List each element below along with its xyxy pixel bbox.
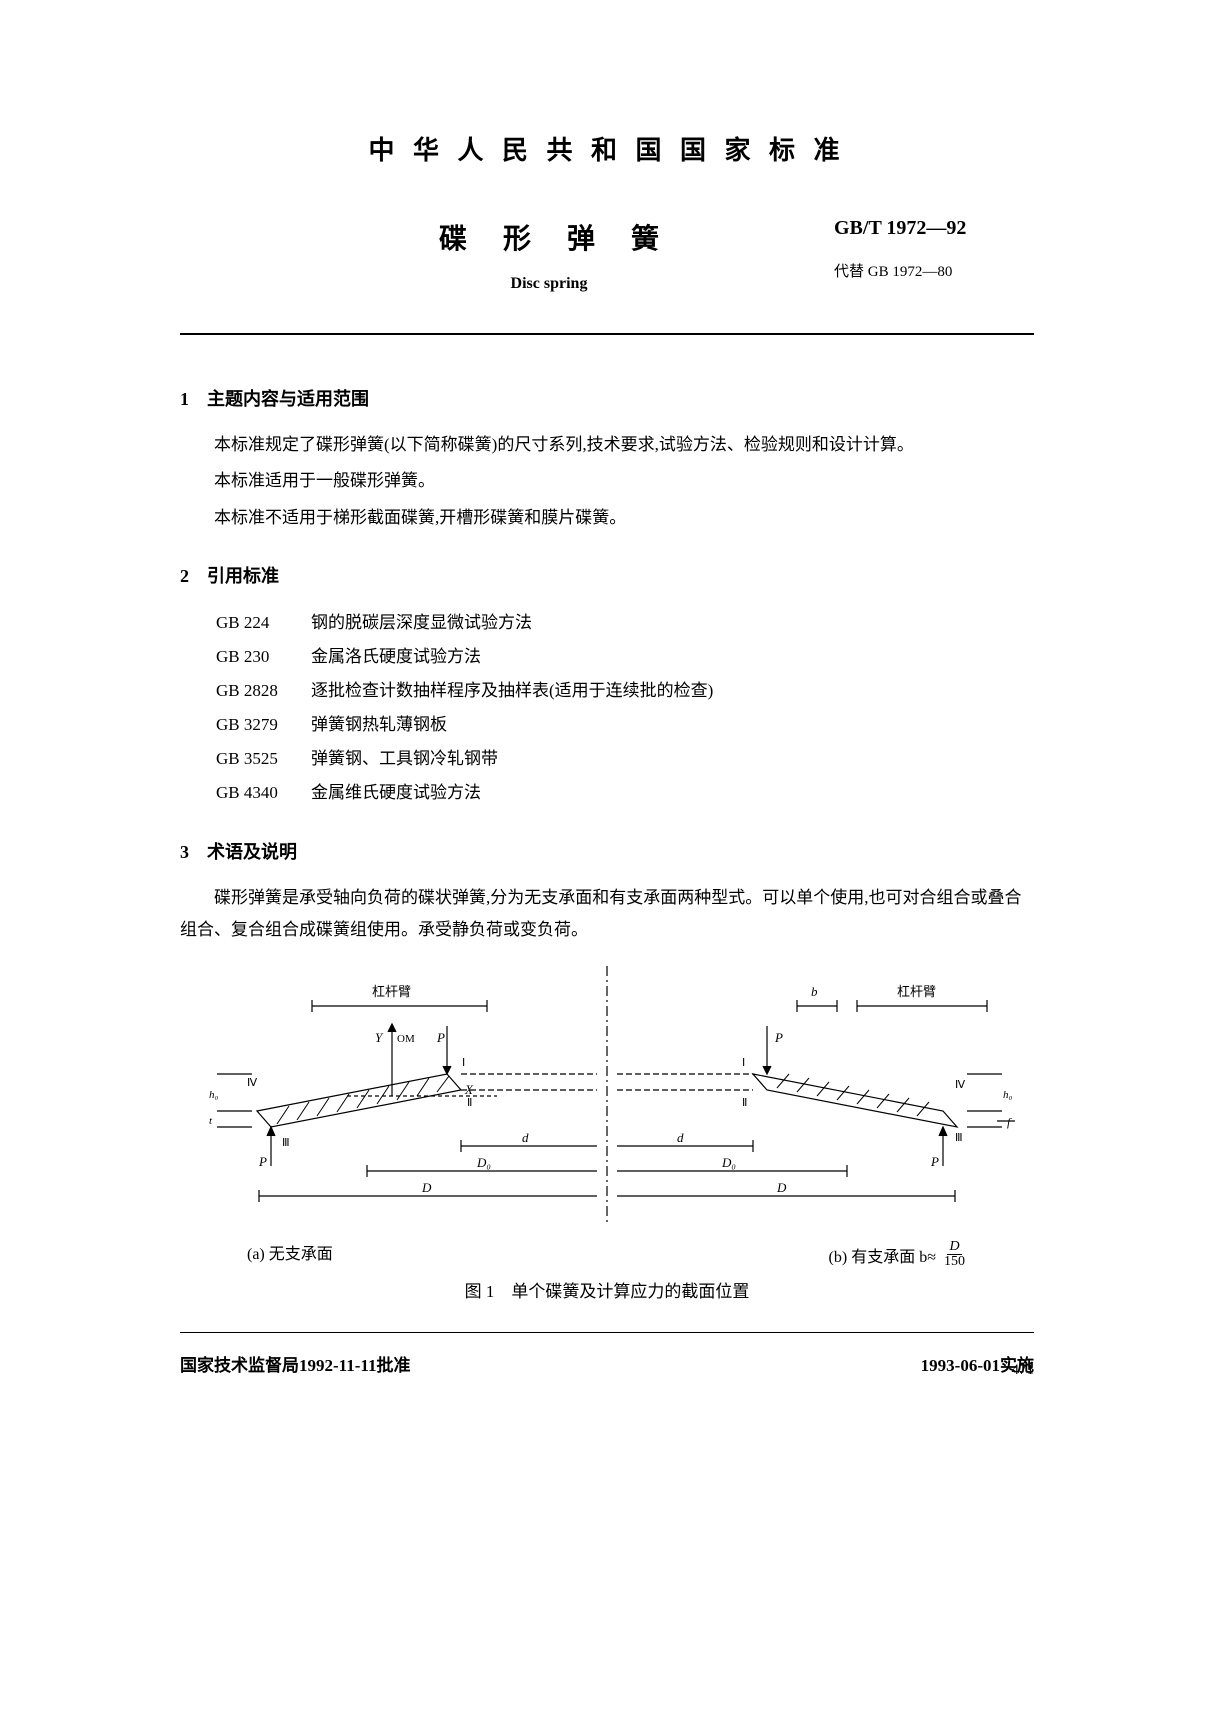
svg-text:Ⅲ: Ⅲ xyxy=(282,1137,290,1149)
figure-caption-row: (a) 无支承面 (b) 有支承面 b≈ D 150 xyxy=(247,1240,967,1269)
title-block: 碟形弹簧 Disc spring xyxy=(180,217,834,293)
standard-code: GB/T 1972—92 xyxy=(834,217,1034,240)
replaces-code: 代替 GB 1972—80 xyxy=(834,260,1034,281)
svg-text:D: D xyxy=(776,1180,787,1195)
approval-footer: 国家技术监督局1992-11-11批准 1993-06-01实施 xyxy=(180,1351,1034,1376)
section-2-heading: 2 引用标准 xyxy=(180,562,1034,588)
ref-row: GB 2828逐批检查计数抽样程序及抽样表(适用于连续批的检查) xyxy=(216,674,1034,708)
svg-text:h₀: h₀ xyxy=(209,1089,219,1101)
lever-arm-label: 杠杆臂 xyxy=(372,984,411,999)
fraction: D 150 xyxy=(942,1240,967,1269)
document-page: 中 华 人 民 共 和 国 国 家 标 准 碟形弹簧 Disc spring G… xyxy=(0,0,1214,1719)
ref-title: 弹簧钢、工具钢冷轧钢带 xyxy=(311,742,1034,776)
ref-row: GB 230金属洛氏硬度试验方法 xyxy=(216,640,1034,674)
disc-spring-diagram: 杠杆臂 Y OM P Ⅰ Ⅱ Ⅲ Ⅳ X P h₀ t d D₀ D xyxy=(197,966,1017,1226)
svg-text:Ⅰ: Ⅰ xyxy=(742,1057,745,1069)
svg-text:D₀: D₀ xyxy=(721,1155,736,1170)
svg-text:D₀: D₀ xyxy=(476,1155,491,1170)
ref-code: GB 3525 xyxy=(216,742,311,776)
title-header-row: 碟形弹簧 Disc spring GB/T 1972—92 代替 GB 1972… xyxy=(180,217,1034,293)
svg-text:P: P xyxy=(436,1030,445,1045)
ref-row: GB 4340金属维氏硬度试验方法 xyxy=(216,776,1034,810)
s1-p1: 本标准规定了碟形弹簧(以下简称碟簧)的尺寸系列,技术要求,试验方法、检验规则和设… xyxy=(180,429,1034,461)
caption-a: (a) 无支承面 xyxy=(247,1240,333,1269)
svg-text:杠杆臂: 杠杆臂 xyxy=(897,984,936,999)
s1-p2: 本标准适用于一般碟形弹簧。 xyxy=(180,465,1034,497)
ref-row: GB 3279弹簧钢热轧薄钢板 xyxy=(216,708,1034,742)
footer-divider xyxy=(180,1332,1034,1333)
reference-list: GB 224钢的脱碳层深度显微试验方法 GB 230金属洛氏硬度试验方法 GB … xyxy=(216,606,1034,810)
ref-code: GB 3279 xyxy=(216,708,311,742)
code-block: GB/T 1972—92 代替 GB 1972—80 xyxy=(834,217,1034,281)
standard-english-title: Disc spring xyxy=(300,275,834,293)
ref-row: GB 224钢的脱碳层深度显微试验方法 xyxy=(216,606,1034,640)
s1-p3: 本标准不适用于梯形截面碟簧,开槽形碟簧和膜片碟簧。 xyxy=(180,502,1034,534)
svg-text:f: f xyxy=(1007,1115,1012,1129)
ref-title: 弹簧钢热轧薄钢板 xyxy=(311,708,1034,742)
svg-text:Ⅱ: Ⅱ xyxy=(467,1097,472,1109)
ref-title: 金属洛氏硬度试验方法 xyxy=(311,640,1034,674)
svg-text:X: X xyxy=(464,1082,474,1097)
figure-title: 图 1 单个碟簧及计算应力的截面位置 xyxy=(197,1277,1017,1302)
ref-title: 钢的脱碳层深度显微试验方法 xyxy=(311,606,1034,640)
section-3-heading: 3 术语及说明 xyxy=(180,838,1034,864)
approval-left: 国家技术监督局1992-11-11批准 xyxy=(180,1351,410,1376)
ref-code: GB 4340 xyxy=(216,776,311,810)
svg-text:D: D xyxy=(421,1180,432,1195)
svg-text:OM: OM xyxy=(397,1033,415,1045)
standard-chinese-title: 碟形弹簧 xyxy=(300,217,834,257)
svg-text:t: t xyxy=(209,1115,213,1127)
svg-text:P: P xyxy=(258,1154,267,1169)
header-divider xyxy=(180,333,1034,335)
figure-1: 杠杆臂 Y OM P Ⅰ Ⅱ Ⅲ Ⅳ X P h₀ t d D₀ D xyxy=(197,966,1017,1302)
ref-row: GB 3525弹簧钢、工具钢冷轧钢带 xyxy=(216,742,1034,776)
svg-text:Ⅳ: Ⅳ xyxy=(955,1079,966,1091)
fraction-numerator: D xyxy=(947,1240,961,1255)
svg-text:P: P xyxy=(774,1030,783,1045)
country-standard-title: 中 华 人 民 共 和 国 国 家 标 准 xyxy=(180,130,1034,167)
caption-b-prefix: (b) 有支承面 b≈ xyxy=(829,1243,936,1267)
ref-code: GB 224 xyxy=(216,606,311,640)
svg-text:d: d xyxy=(677,1130,684,1145)
fraction-denominator: 150 xyxy=(942,1255,967,1269)
svg-text:P: P xyxy=(930,1154,939,1169)
ref-title: 金属维氏硬度试验方法 xyxy=(311,776,1034,810)
svg-text:Ⅲ: Ⅲ xyxy=(955,1132,963,1144)
ref-code: GB 230 xyxy=(216,640,311,674)
svg-text:Ⅳ: Ⅳ xyxy=(247,1077,258,1089)
ref-code: GB 2828 xyxy=(216,674,311,708)
page-number: 471 xyxy=(1012,1362,1035,1379)
ref-title: 逐批检查计数抽样程序及抽样表(适用于连续批的检查) xyxy=(311,674,1034,708)
s3-p1: 碟形弹簧是承受轴向负荷的碟状弹簧,分为无支承面和有支承面两种型式。可以单个使用,… xyxy=(180,882,1034,947)
svg-text:b: b xyxy=(811,984,818,999)
svg-text:Ⅱ: Ⅱ xyxy=(742,1097,747,1109)
svg-text:Ⅰ: Ⅰ xyxy=(462,1057,465,1069)
caption-b: (b) 有支承面 b≈ D 150 xyxy=(829,1240,967,1269)
svg-text:Y: Y xyxy=(375,1030,384,1045)
svg-text:h₀: h₀ xyxy=(1003,1089,1013,1101)
svg-text:d: d xyxy=(522,1130,529,1145)
section-1-heading: 1 主题内容与适用范围 xyxy=(180,385,1034,411)
